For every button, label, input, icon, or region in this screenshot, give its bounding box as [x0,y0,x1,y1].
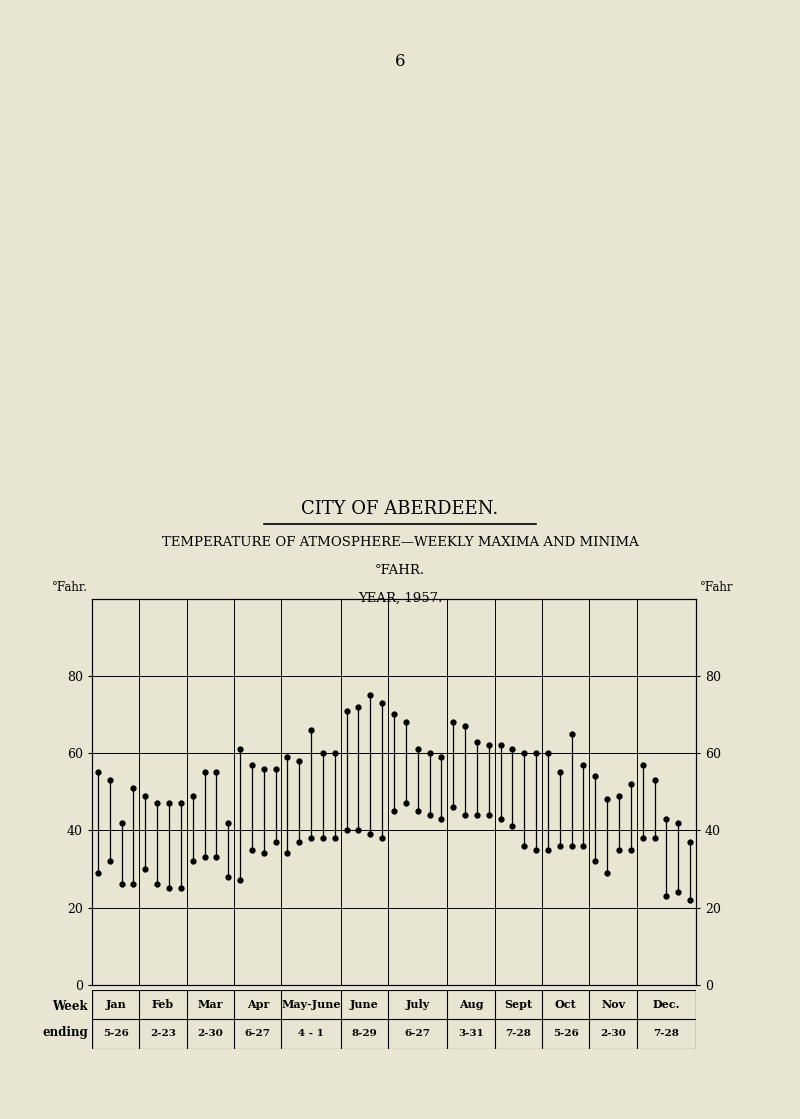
Text: May-June: May-June [282,999,341,1010]
Text: Dec.: Dec. [653,999,680,1010]
Text: Apr: Apr [246,999,269,1010]
Text: CITY OF ABERDEEN.: CITY OF ABERDEEN. [302,500,498,518]
Text: Jan: Jan [106,999,126,1010]
Text: 5-26: 5-26 [553,1029,578,1038]
Text: 5-26: 5-26 [102,1029,129,1038]
Text: 4 - 1: 4 - 1 [298,1029,324,1038]
Text: Mar: Mar [198,999,223,1010]
Text: 8-29: 8-29 [351,1029,378,1038]
Text: Week: Week [52,1000,88,1013]
Text: 6: 6 [394,53,406,70]
Text: °Fahr.: °Fahr. [52,581,88,594]
Text: 7-28: 7-28 [654,1029,679,1038]
Text: July: July [406,999,430,1010]
Text: ending: ending [42,1026,88,1038]
Text: TEMPERATURE OF ATMOSPHERE—WEEKLY MAXIMA AND MINIMA: TEMPERATURE OF ATMOSPHERE—WEEKLY MAXIMA … [162,536,638,549]
Text: °FAHR.: °FAHR. [375,564,425,577]
Text: Nov: Nov [601,999,625,1010]
Text: 2-30: 2-30 [198,1029,223,1038]
Text: 3-31: 3-31 [458,1029,484,1038]
Text: Sept: Sept [504,999,533,1010]
Text: Oct: Oct [555,999,577,1010]
Text: June: June [350,999,378,1010]
Text: 6-27: 6-27 [245,1029,271,1038]
Text: °Fahr: °Fahr [700,581,734,594]
Text: 7-28: 7-28 [506,1029,531,1038]
Text: YEAR, 1957.: YEAR, 1957. [358,592,442,605]
Text: 6-27: 6-27 [405,1029,430,1038]
Text: 2-30: 2-30 [600,1029,626,1038]
Text: Feb: Feb [152,999,174,1010]
Text: 2-23: 2-23 [150,1029,176,1038]
Text: Aug: Aug [458,999,483,1010]
